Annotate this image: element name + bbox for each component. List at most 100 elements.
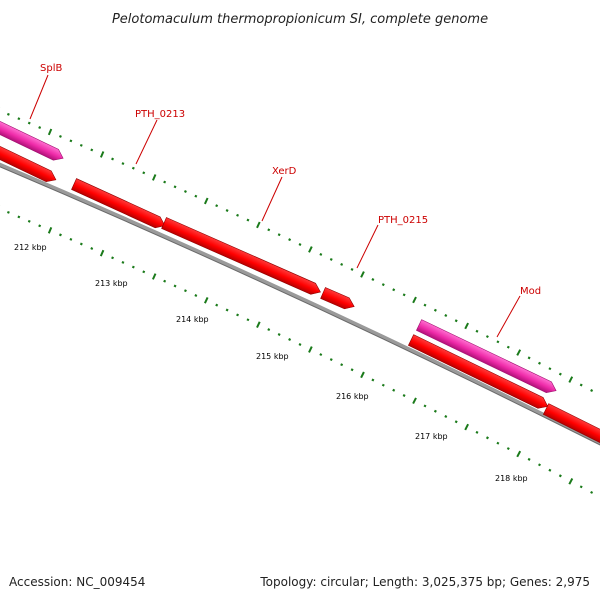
inner-ring-dot	[402, 394, 406, 397]
label-mod: Mod	[520, 286, 541, 297]
outer-ring-dot	[433, 308, 437, 312]
inner-ring-dot	[475, 430, 479, 434]
tick-label-216: 216 kbp	[336, 392, 369, 401]
inner-ring-dot	[121, 260, 125, 264]
outer-ring-dot	[277, 233, 281, 237]
feature-mod[interactable]	[416, 319, 558, 396]
outer-ring-dot	[69, 139, 73, 143]
inner-ring-dot	[38, 224, 42, 228]
inner-ring-dot	[423, 404, 427, 408]
outer-ring-dot	[298, 243, 302, 246]
outer-ring-dot	[381, 283, 385, 287]
inner-ring-dot	[371, 378, 375, 382]
inner-ring-dot	[236, 313, 240, 317]
feature-cds-mod-lower[interactable]	[407, 334, 550, 412]
outer-ring-dot	[215, 204, 219, 208]
inner-ring-dot	[329, 358, 333, 362]
feature-pth-0215[interactable]	[320, 287, 357, 312]
outer-ring-dot	[350, 267, 354, 271]
outer-ring-dot	[558, 372, 562, 376]
outer-ring-dot	[454, 319, 458, 323]
outer-dotted-ring	[0, 107, 594, 392]
outer-ring-dot	[58, 134, 62, 138]
outer-ring-major-tick	[256, 221, 261, 229]
tick-label-215: 215 kbp	[256, 352, 289, 361]
feature-track	[0, 117, 600, 454]
outer-ring-dot	[548, 367, 552, 371]
outer-ring-dot	[475, 329, 479, 333]
outer-ring-dot	[90, 148, 94, 152]
inner-ring-major-tick	[203, 296, 209, 304]
genome-summary-text: Topology: circular; Length: 3,025,375 bp…	[259, 575, 590, 589]
outer-ring-dot	[288, 238, 292, 242]
tick-label-214: 214 kbp	[176, 315, 209, 324]
label-leaders	[29, 74, 521, 338]
leader-pth-0215	[356, 224, 379, 269]
inner-ring-dot	[27, 219, 31, 223]
inner-ring-dot	[215, 303, 219, 307]
outer-ring-dot	[79, 143, 83, 147]
outer-ring-dot	[131, 166, 135, 170]
inner-ring-dot	[538, 463, 541, 467]
inner-ring-major-tick	[308, 346, 313, 353]
inner-ring-major-tick	[360, 371, 365, 379]
inner-ring-dot	[277, 333, 281, 336]
outer-ring-dot	[329, 257, 333, 261]
outer-ring-major-tick	[47, 128, 53, 136]
outer-ring-dot	[173, 185, 177, 189]
outer-ring-major-tick	[360, 271, 365, 278]
outer-ring-major-tick	[308, 246, 313, 253]
outer-ring-dot	[590, 389, 594, 392]
tick-label-212: 212 kbp	[14, 243, 47, 252]
outer-ring-dot	[423, 303, 427, 307]
outer-ring-major-tick	[516, 349, 522, 356]
inner-ring-dot	[288, 338, 292, 341]
outer-ring-dot	[485, 335, 489, 339]
outer-ring-dot	[579, 383, 583, 387]
label-xerd: XerD	[272, 166, 297, 177]
inner-ring-dot	[183, 289, 187, 293]
outer-ring-dot	[121, 162, 125, 166]
inner-ring-dot	[485, 436, 489, 440]
outer-ring-dot	[236, 213, 240, 217]
inner-ring-major-tick	[516, 450, 522, 458]
inner-ring-dot	[298, 343, 302, 346]
feature-cds-left[interactable]	[0, 142, 59, 185]
inner-ring-dot	[225, 308, 229, 312]
outer-ring-major-tick	[464, 322, 469, 330]
label-pth-0215: PTH_0215	[378, 215, 428, 226]
map-title: Pelotomaculum thermopropionicum SI, comp…	[112, 12, 488, 27]
outer-ring-dot	[194, 194, 198, 198]
tick-label-217: 217 kbp	[415, 432, 448, 441]
outer-ring-dot	[506, 345, 510, 349]
feature-xerd[interactable]	[161, 217, 323, 298]
inner-ring-dot	[590, 490, 594, 494]
inner-ring-dot	[392, 388, 396, 392]
outer-ring-dot	[38, 126, 42, 130]
outer-ring-dot	[340, 262, 344, 266]
inner-ring-dot	[350, 368, 354, 372]
outer-ring-major-tick	[412, 296, 417, 304]
outer-ring-dot	[225, 209, 229, 212]
outer-ring-dot	[392, 288, 396, 292]
inner-ring-dot	[558, 474, 562, 478]
inner-ring-dot	[319, 353, 323, 357]
inner-ring-dot	[381, 383, 385, 387]
feature-splb[interactable]	[0, 117, 66, 163]
outer-ring-dot	[371, 278, 375, 281]
inner-ring-dot	[111, 256, 115, 260]
accession-text: Accession: NC_009454	[9, 575, 145, 589]
tick-label-213: 213 kbp	[95, 279, 128, 288]
inner-ring-major-tick	[151, 273, 157, 280]
outer-ring-dot	[27, 121, 31, 125]
outer-ring-dot	[496, 340, 500, 344]
outer-ring-dot	[246, 218, 250, 222]
feature-pth-0213[interactable]	[71, 178, 168, 232]
leader-xerd	[261, 176, 283, 222]
feature-cds-right[interactable]	[542, 403, 600, 454]
outer-ring-major-tick	[151, 174, 157, 181]
inner-ring-dot	[194, 294, 198, 297]
leader-mod	[496, 295, 521, 338]
leader-pth-0213	[135, 119, 158, 165]
